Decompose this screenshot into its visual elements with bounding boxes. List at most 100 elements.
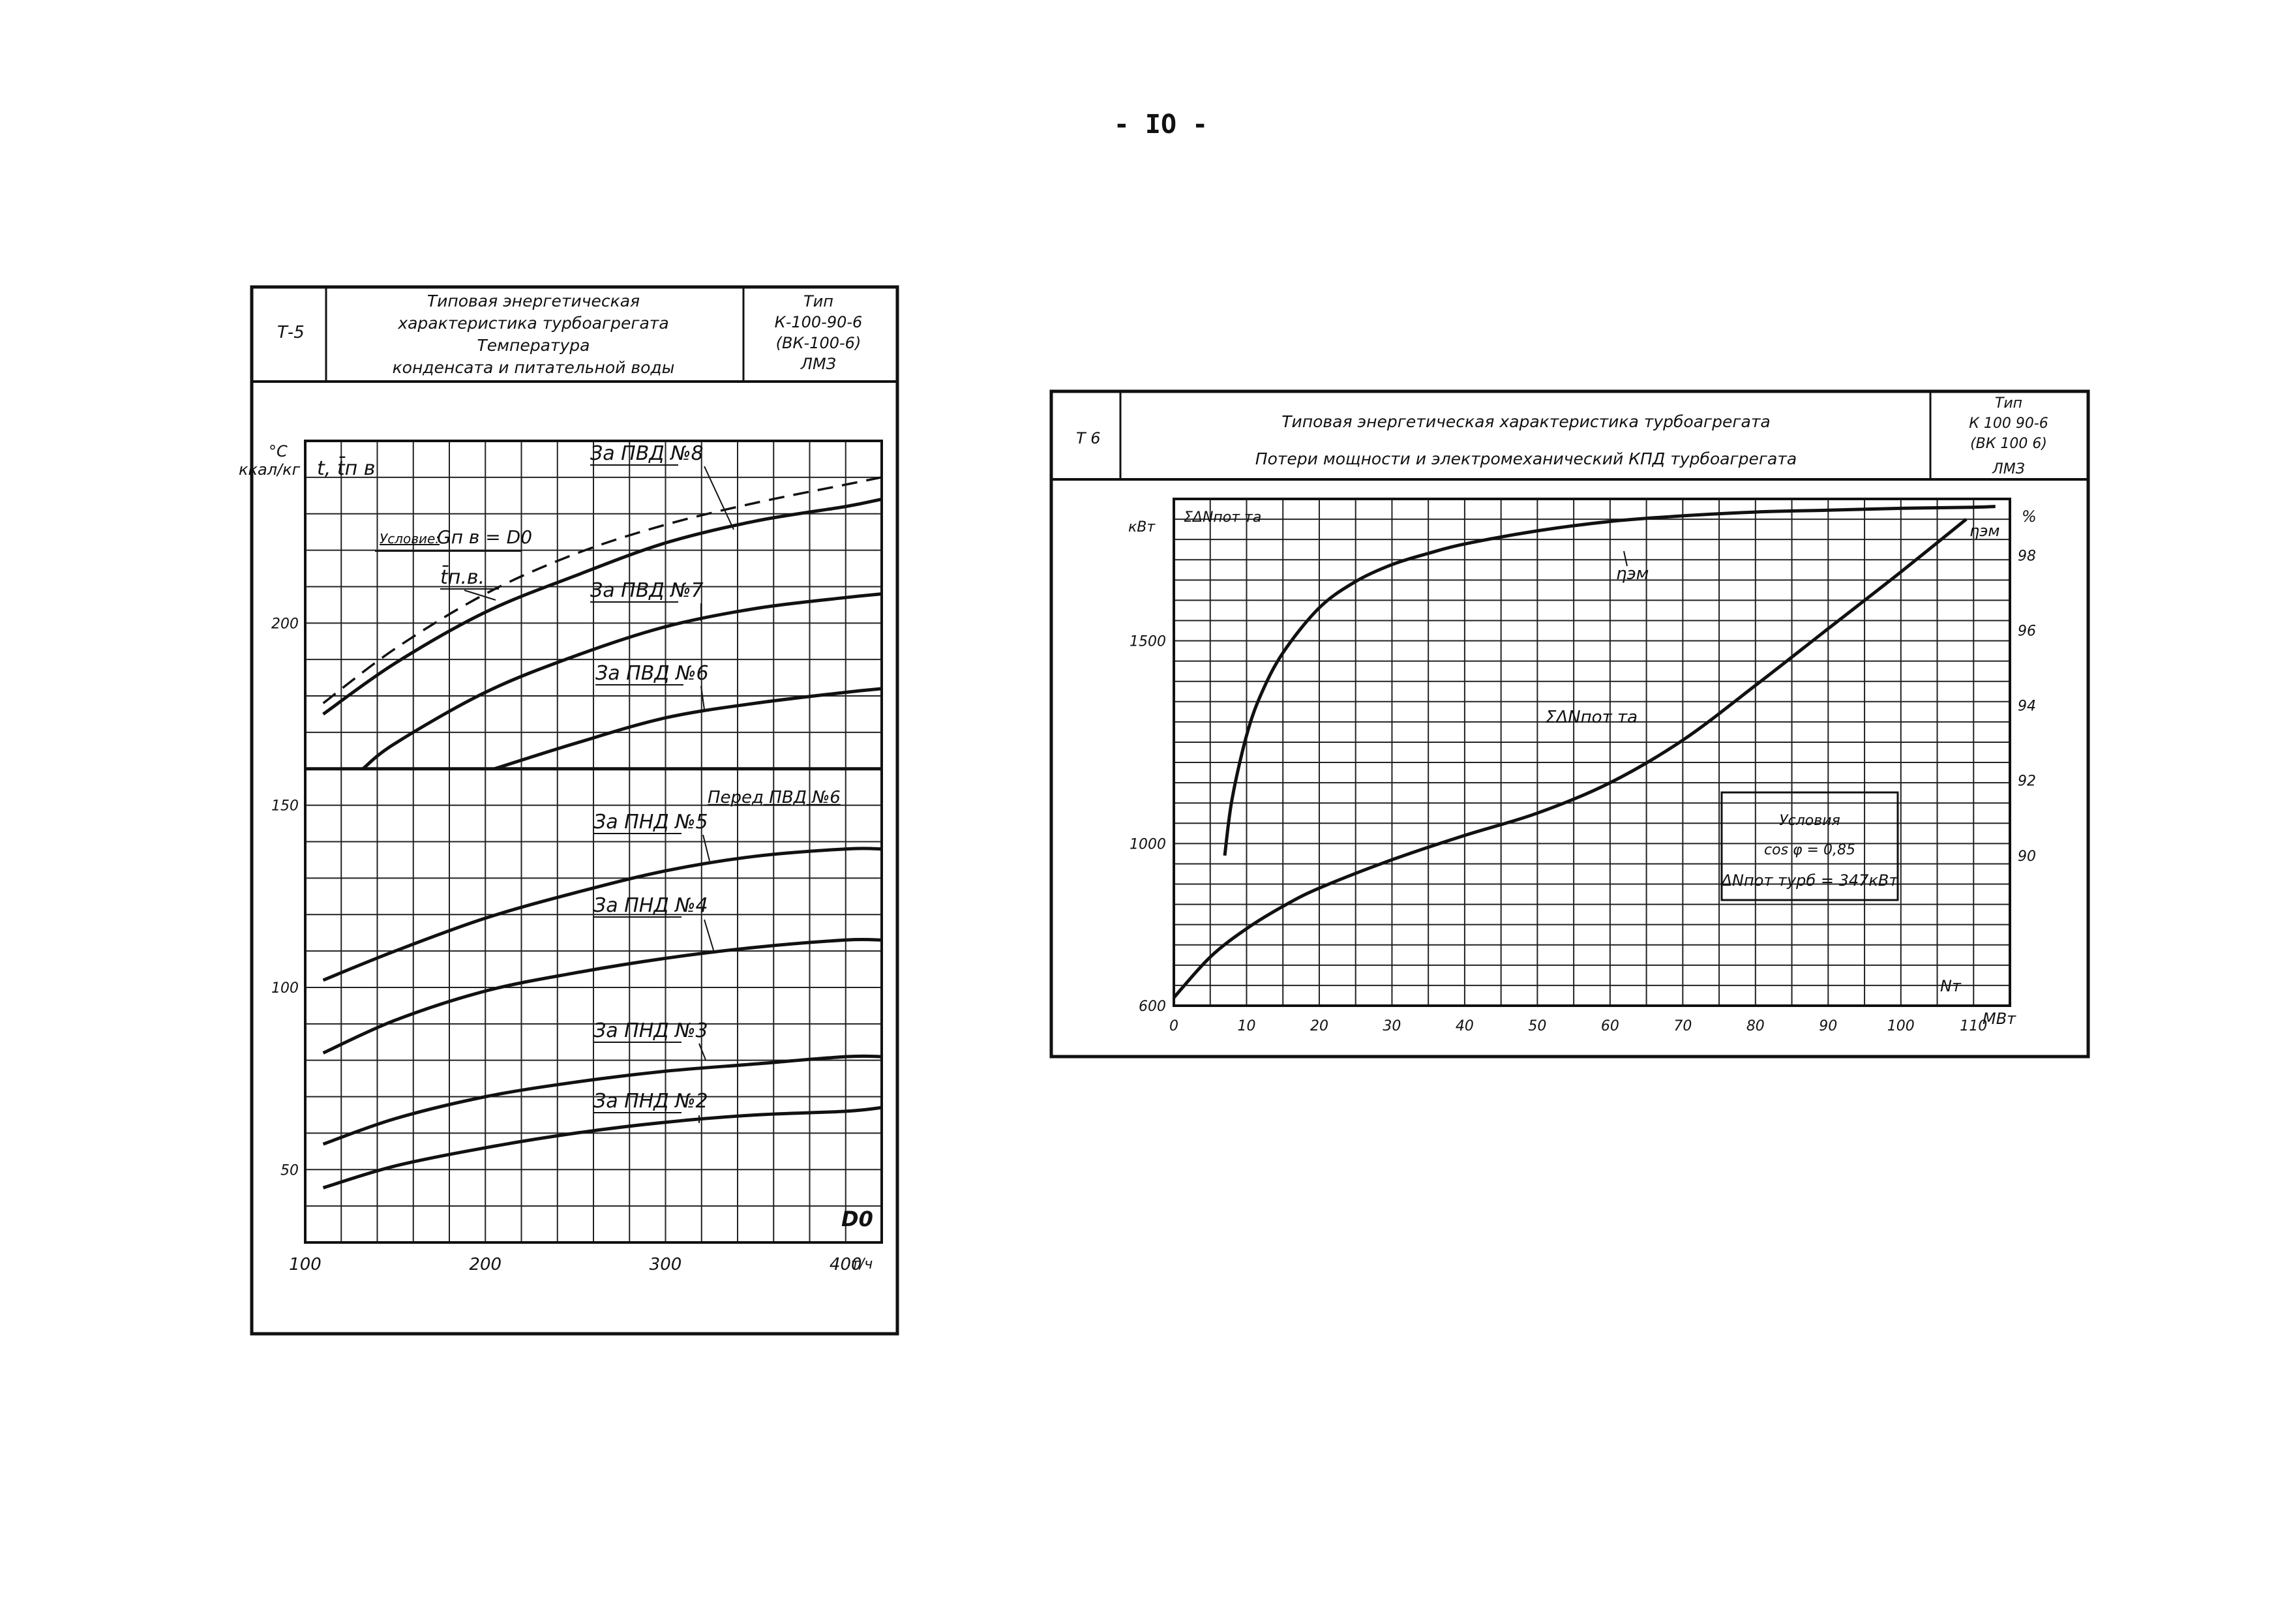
t6-x-tick-label-0: 0 <box>1169 1018 1178 1034</box>
t5-series-label-2: За ПВД №7 <box>590 579 704 602</box>
t5-code: Т-5 <box>277 323 305 342</box>
t6-code: Т 6 <box>1076 429 1101 447</box>
page-number: - IO - <box>1113 110 1208 140</box>
t6-y-right-tick-label-1: 92 <box>2018 774 2036 790</box>
t5-series-label-5: За ПНД №4 <box>593 894 708 917</box>
t5-x-tick-label-0: 100 <box>289 1255 322 1274</box>
t5-band-label: Перед ПВД №6 <box>708 788 841 807</box>
t6-title-line1: Типовая энергетическая характеристика ту… <box>1281 412 1771 431</box>
t5-series-line-0 <box>322 476 882 704</box>
t6-x-tick-label-1: 10 <box>1237 1018 1255 1034</box>
t6-y-left-tick-label-1: 1000 <box>1130 836 1166 852</box>
t6-type-line2: К 100 90-6 <box>1969 415 2048 432</box>
t6-y-left-label: кВт <box>1128 519 1156 535</box>
t5-series-label-1: За ПВД №8 <box>590 442 704 465</box>
t6-conditions-frame <box>1720 791 1899 901</box>
t5-series-leader-4 <box>702 834 710 862</box>
t5-title-line1: Типовая энергетическая <box>427 292 640 310</box>
t5-series-leader-6 <box>698 1043 706 1060</box>
t5-tick-labels: 100 200 300 400 50 100 150 200 <box>271 616 862 1274</box>
t6-type-line3: (ВК 100 6) <box>1970 436 2047 452</box>
t5-title-line3: Температура <box>477 336 590 355</box>
t5-series-label-3: За ПВД №6 <box>595 662 709 685</box>
t5-series-label-7: За ПНД №2 <box>593 1090 708 1113</box>
t5-title-line4: конденсата и питательной воды <box>393 358 675 377</box>
t5-series-line-1 <box>322 497 882 716</box>
t6-x-tick-label-3: 30 <box>1383 1018 1401 1034</box>
t6-frame <box>1049 389 2090 1059</box>
t5-x-tick-label-2: 300 <box>650 1255 682 1274</box>
t6-x-tick-label-11: 110 <box>1960 1018 1987 1034</box>
t6-left-symbol: ΣΔNпот та <box>1184 509 1261 526</box>
t6-series-line-1 <box>1173 518 1968 999</box>
t5-x-tick-label-1: 200 <box>469 1255 502 1274</box>
t6-y-right-label: % <box>2022 507 2037 526</box>
t5-x-label: D0 <box>841 1207 873 1231</box>
chart-t5: Т-5 Типовая энергетическая характеристик… <box>239 285 899 1336</box>
t6-x-label: Nт <box>1940 977 1962 995</box>
t6-series-label-0: ηэм <box>1616 564 1649 584</box>
t5-type-line2: К-100-90-6 <box>775 313 863 331</box>
t5-series-line-4 <box>322 847 882 982</box>
t5-frame <box>250 285 899 1336</box>
t6-y-left-tick-label-2: 1500 <box>1130 634 1166 650</box>
t6-tick-labels: 0 10 20 30 40 50 60 70 80 90 100 110 600 1000 1500 90 92… <box>1130 548 2036 1034</box>
t6-conditions-line2: ΔNпот турб = 347кВт <box>1720 871 1899 890</box>
t6-x-tick-label-2: 20 <box>1310 1018 1328 1034</box>
t6-type-line4: ЛМЗ <box>1992 461 2025 477</box>
t5-series-line-3 <box>494 687 882 771</box>
t5-series-line-2 <box>361 592 882 770</box>
t5-series-label-4: За ПНД №5 <box>593 811 708 834</box>
t5-y-unit-line2: ккал/кг <box>239 460 301 479</box>
t6-conditions-line1: cos φ = 0,85 <box>1764 842 1855 858</box>
t6-x-tick-label-7: 70 <box>1673 1018 1692 1034</box>
t5-x-unit: т/ч <box>851 1256 873 1272</box>
t5-bands: Перед ПВД №6 <box>305 767 882 807</box>
t5-type-line1: Тип <box>803 292 833 310</box>
t6-y-right-tick-label-3: 96 <box>2018 623 2036 639</box>
t6-x-unit: МВт <box>1983 1010 2016 1028</box>
t6-y-right-tick-label-0: 90 <box>2018 849 2036 865</box>
t6-series-end-label: ηэм <box>1969 522 2000 540</box>
t5-type-line3: (ВК-100-6) <box>776 334 861 352</box>
t5-y-tick-label-0: 50 <box>280 1162 299 1179</box>
t5-series-leader-3 <box>700 685 705 710</box>
t6-y-right-tick-label-2: 94 <box>2018 699 2036 715</box>
t6-title-line2: Потери мощности и электромеханический КП… <box>1255 449 1797 468</box>
t6-series-label-1: ΣΔNпот та <box>1546 708 1638 727</box>
t5-series-line-7 <box>322 1105 882 1190</box>
t6-y-left-tick-label-0: 600 <box>1139 999 1166 1015</box>
t6-x-tick-label-9: 90 <box>1819 1018 1837 1034</box>
t5-series-label-6: За ПНД №3 <box>593 1019 708 1042</box>
t6-series-group: ηэм ΣΔNпот та ηэм <box>1173 505 2000 999</box>
t5-series-label-0: t̄п.в. <box>440 565 485 589</box>
t5-series-group: t̄п.в. За ПВД №8 За ПВД №7 За ПВД №6 За ПНД … <box>322 442 882 1190</box>
t5-y-tick-label-2: 150 <box>271 798 299 815</box>
t5-condition: Условие: Gп в = D0 <box>375 526 532 552</box>
t6-x-tick-label-4: 40 <box>1456 1018 1474 1034</box>
t5-series-leader-1 <box>704 466 734 530</box>
t5-y-unit-line1: °C <box>269 442 288 460</box>
t6-type-line1: Тип <box>1995 395 2022 412</box>
t6-conditions-title: Условия <box>1779 813 1840 829</box>
t5-y-tick-label-1: 100 <box>271 980 299 997</box>
t6-grid <box>1174 499 2010 1006</box>
t5-x-tick-label-3: 400 <box>830 1255 862 1274</box>
t5-condition-label: Условие: <box>380 531 440 547</box>
t5-series-leader-0 <box>464 590 496 601</box>
t6-x-tick-label-10: 100 <box>1887 1018 1915 1034</box>
t5-y-symbol: t, t̄п в <box>317 457 375 480</box>
t5-title-line2: характеристика турбоагрегата <box>397 314 668 333</box>
t5-type-line4: ЛМЗ <box>800 355 836 373</box>
t6-series-leader-0 <box>1623 550 1628 567</box>
t6-x-tick-label-8: 80 <box>1746 1018 1765 1034</box>
t6-x-tick-label-5: 50 <box>1528 1018 1546 1034</box>
t5-series-leader-5 <box>704 919 715 953</box>
t6-y-right-tick-label-4: 98 <box>2018 548 2036 564</box>
chart-t6: Т 6 Типовая энергетическая характеристик… <box>1049 389 2090 1059</box>
t6-x-tick-label-6: 60 <box>1601 1018 1619 1034</box>
t6-conditions-box: Условия cos φ = 0,85 ΔNпот турб = 347кВт <box>1720 791 1899 901</box>
t5-y-tick-label-3: 200 <box>271 616 299 632</box>
t6-plot-frame <box>1173 498 2011 1007</box>
